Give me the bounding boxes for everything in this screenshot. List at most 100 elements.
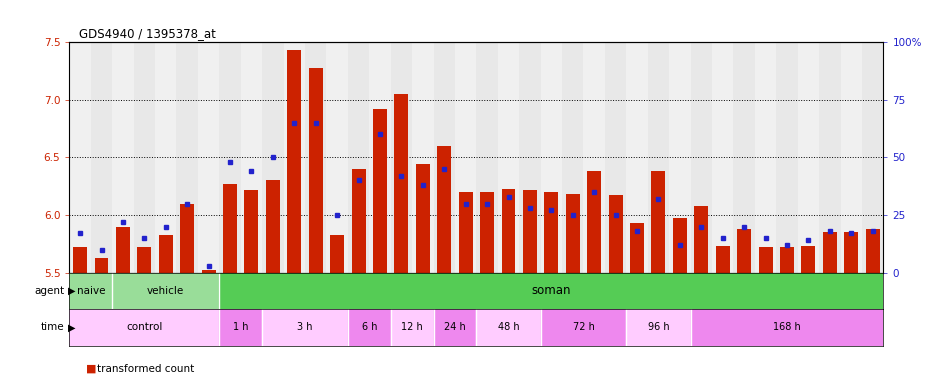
Text: 48 h: 48 h xyxy=(498,322,519,333)
Bar xyxy=(545,192,559,273)
Bar xyxy=(691,309,883,346)
Bar xyxy=(501,189,515,273)
Bar xyxy=(438,146,451,273)
Text: ▶: ▶ xyxy=(68,286,76,296)
Bar xyxy=(459,192,473,273)
Bar xyxy=(626,42,647,273)
Bar xyxy=(369,42,390,273)
Bar xyxy=(695,206,709,273)
Bar xyxy=(219,273,883,309)
Bar xyxy=(523,190,536,273)
Bar xyxy=(416,164,430,273)
Bar xyxy=(540,309,626,346)
Bar xyxy=(672,218,687,273)
Bar xyxy=(587,171,601,273)
Bar xyxy=(348,309,390,346)
Text: soman: soman xyxy=(532,285,571,297)
Text: 96 h: 96 h xyxy=(648,322,670,333)
Bar xyxy=(262,42,284,273)
Bar xyxy=(305,42,327,273)
Bar xyxy=(198,42,219,273)
Bar xyxy=(584,42,605,273)
Bar xyxy=(112,273,219,309)
Text: 6 h: 6 h xyxy=(362,322,377,333)
Bar xyxy=(758,247,772,273)
Bar xyxy=(69,273,112,309)
Text: 72 h: 72 h xyxy=(573,322,595,333)
Bar xyxy=(112,42,133,273)
Bar xyxy=(390,42,413,273)
Bar xyxy=(155,42,177,273)
Bar xyxy=(327,42,348,273)
Bar xyxy=(240,42,262,273)
Bar xyxy=(91,42,112,273)
Text: transformed count: transformed count xyxy=(97,364,194,374)
Bar xyxy=(712,42,734,273)
Bar xyxy=(159,235,173,273)
Bar xyxy=(737,229,751,273)
Bar xyxy=(476,309,540,346)
Bar xyxy=(455,42,476,273)
Bar xyxy=(820,42,841,273)
Bar xyxy=(609,195,623,273)
Bar xyxy=(823,232,837,273)
Bar xyxy=(630,223,644,273)
Bar xyxy=(116,227,130,273)
Bar xyxy=(716,246,730,273)
Text: agent: agent xyxy=(34,286,65,296)
Text: vehicle: vehicle xyxy=(147,286,184,296)
Bar xyxy=(669,42,691,273)
Bar xyxy=(734,42,755,273)
Bar xyxy=(780,247,794,273)
Text: GDS4940 / 1395378_at: GDS4940 / 1395378_at xyxy=(79,27,216,40)
Bar xyxy=(394,94,408,273)
Bar xyxy=(651,171,665,273)
Bar xyxy=(373,109,387,273)
Bar xyxy=(177,42,198,273)
Bar xyxy=(562,42,584,273)
Text: 3 h: 3 h xyxy=(297,322,313,333)
Text: ■: ■ xyxy=(86,364,96,374)
Bar xyxy=(330,235,344,273)
Bar xyxy=(69,42,91,273)
Bar xyxy=(202,270,216,273)
Bar xyxy=(845,232,858,273)
Bar xyxy=(476,42,498,273)
Bar xyxy=(284,42,305,273)
Bar xyxy=(841,42,862,273)
Text: 24 h: 24 h xyxy=(444,322,466,333)
Bar xyxy=(498,42,519,273)
Text: 168 h: 168 h xyxy=(773,322,801,333)
Text: ▶: ▶ xyxy=(68,322,76,333)
Bar xyxy=(265,180,280,273)
Bar xyxy=(413,42,434,273)
Bar xyxy=(262,309,348,346)
Text: 12 h: 12 h xyxy=(401,322,423,333)
Text: 1 h: 1 h xyxy=(233,322,249,333)
Bar xyxy=(219,42,240,273)
Bar xyxy=(434,309,476,346)
Text: control: control xyxy=(126,322,163,333)
Bar xyxy=(138,247,152,273)
Bar xyxy=(691,42,712,273)
Bar xyxy=(755,42,776,273)
Bar xyxy=(219,309,262,346)
Bar xyxy=(797,42,820,273)
Bar xyxy=(519,42,540,273)
Bar xyxy=(540,42,562,273)
Bar xyxy=(69,309,219,346)
Bar xyxy=(352,169,365,273)
Text: time: time xyxy=(41,322,65,333)
Bar xyxy=(180,204,194,273)
Bar xyxy=(94,258,108,273)
Bar xyxy=(390,309,434,346)
Bar xyxy=(566,194,580,273)
Bar xyxy=(348,42,369,273)
Bar xyxy=(862,42,883,273)
Bar xyxy=(648,42,669,273)
Bar xyxy=(866,229,880,273)
Bar xyxy=(434,42,455,273)
Bar xyxy=(626,309,691,346)
Bar xyxy=(133,42,155,273)
Bar xyxy=(244,190,258,273)
